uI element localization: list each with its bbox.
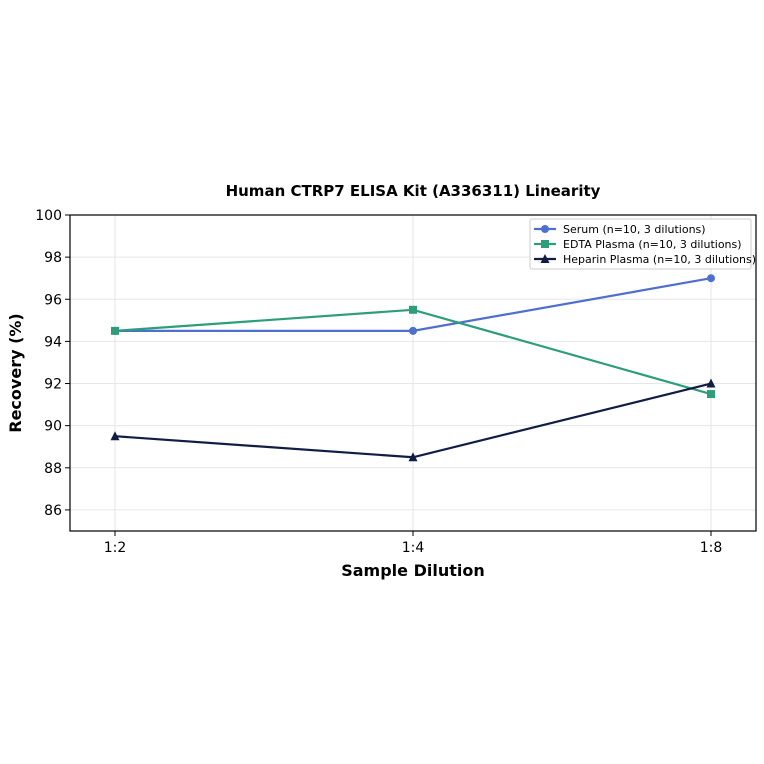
series-layer <box>110 274 716 462</box>
legend: Serum (n=10, 3 dilutions) EDTA Plasma (n=… <box>529 218 756 270</box>
data-point <box>408 452 418 462</box>
legend-label: Heparin Plasma (n=10, 3 dilutions) <box>563 253 756 266</box>
legend-marker <box>541 225 549 233</box>
x-tick-label: 1:2 <box>104 540 127 556</box>
legend-marker <box>540 254 550 263</box>
series-1 <box>111 305 715 399</box>
legend-box <box>529 218 752 270</box>
y-tick-label: 92 <box>44 377 62 393</box>
legend-marker <box>541 240 549 248</box>
y-tick-label: 96 <box>44 292 62 308</box>
data-point <box>409 326 417 335</box>
legend-item: EDTA Plasma (n=10, 3 dilutions) <box>534 238 742 251</box>
chart-title: Human CTRP7 ELISA Kit (A336311) Linearit… <box>226 182 601 200</box>
data-point <box>111 326 119 335</box>
y-tick-label: 90 <box>44 419 62 435</box>
y-tick-label: 100 <box>35 208 62 224</box>
y-tick-label: 94 <box>44 334 62 350</box>
data-point <box>110 431 120 441</box>
y-tick-label: 86 <box>44 503 62 519</box>
data-point <box>707 390 715 399</box>
x-tick-label: 1:4 <box>402 540 425 556</box>
series-2 <box>110 378 716 462</box>
legend-label: EDTA Plasma (n=10, 3 dilutions) <box>563 238 742 251</box>
data-point <box>707 274 715 283</box>
x-axis-label: Sample Dilution <box>341 561 485 580</box>
y-tick-label: 88 <box>44 461 62 477</box>
legend-item: Heparin Plasma (n=10, 3 dilutions) <box>534 253 756 266</box>
x-tick-label: 1:8 <box>700 540 723 556</box>
y-tick-label: 98 <box>44 250 62 266</box>
legend-item: Serum (n=10, 3 dilutions) <box>534 223 706 236</box>
axis-ticks: 86 88 90 92 94 96 98 100 1:2 1:4 1:8 <box>35 208 722 556</box>
legend-label: Serum (n=10, 3 dilutions) <box>563 223 706 236</box>
data-point <box>706 378 716 388</box>
data-point <box>409 305 417 314</box>
y-axis-label: Recovery (%) <box>6 313 25 432</box>
